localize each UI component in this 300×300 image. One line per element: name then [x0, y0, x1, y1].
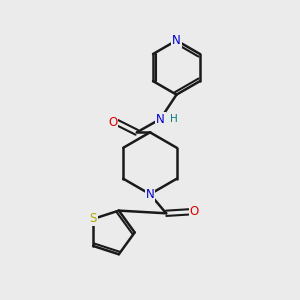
- Text: N: N: [172, 34, 181, 47]
- Text: S: S: [89, 212, 97, 225]
- Text: N: N: [146, 188, 154, 201]
- Text: O: O: [190, 205, 199, 218]
- Text: H: H: [170, 114, 178, 124]
- Text: O: O: [108, 116, 117, 128]
- Text: N: N: [156, 112, 165, 126]
